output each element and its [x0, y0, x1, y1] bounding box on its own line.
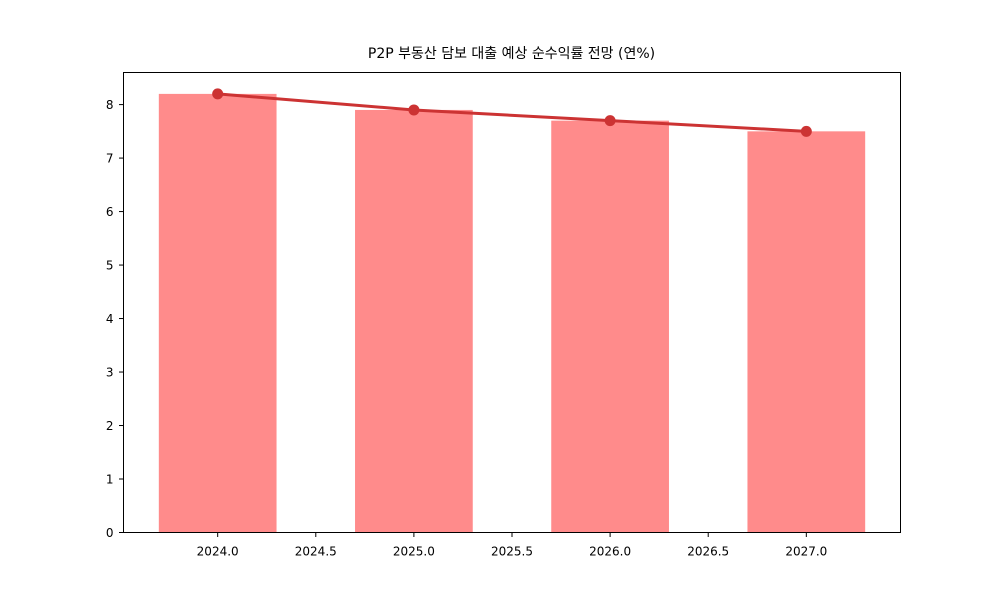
x-tick-label: 2025.5 [491, 545, 533, 559]
y-tick-label: 3 [106, 366, 114, 380]
trend-marker-2026 [604, 115, 616, 127]
axes-frame [123, 72, 901, 533]
chart-title: P2P 부동산 담보 대출 예상 순수익률 전망 (연%) [367, 46, 656, 62]
trend-marker-2025 [408, 104, 420, 116]
x-tick-label: 2026.0 [589, 545, 631, 559]
x-tick-label: 2026.5 [687, 545, 729, 559]
y-tick-label: 6 [106, 205, 114, 219]
bar-2026 [551, 120, 669, 533]
bar-2027 [747, 131, 866, 533]
trend-line [216, 92, 808, 133]
x-tick-label: 2024.5 [295, 545, 337, 559]
x-tick-label: 2027.0 [785, 545, 827, 559]
bar-2024 [158, 93, 277, 533]
y-tick-label: 0 [106, 526, 114, 540]
y-tick-label: 2 [106, 419, 114, 433]
y-tick-label: 5 [106, 259, 114, 273]
y-tick-label: 1 [106, 473, 114, 487]
y-tick-label: 7 [106, 152, 114, 166]
bar-2025 [355, 109, 473, 533]
x-tick-label: 2025.0 [393, 545, 435, 559]
y-tick-label: 8 [106, 98, 114, 112]
trend-marker-2027 [800, 125, 812, 137]
trend-marker-2024 [212, 88, 224, 100]
y-tick-label: 4 [106, 312, 114, 326]
x-tick-label: 2024.0 [197, 545, 239, 559]
